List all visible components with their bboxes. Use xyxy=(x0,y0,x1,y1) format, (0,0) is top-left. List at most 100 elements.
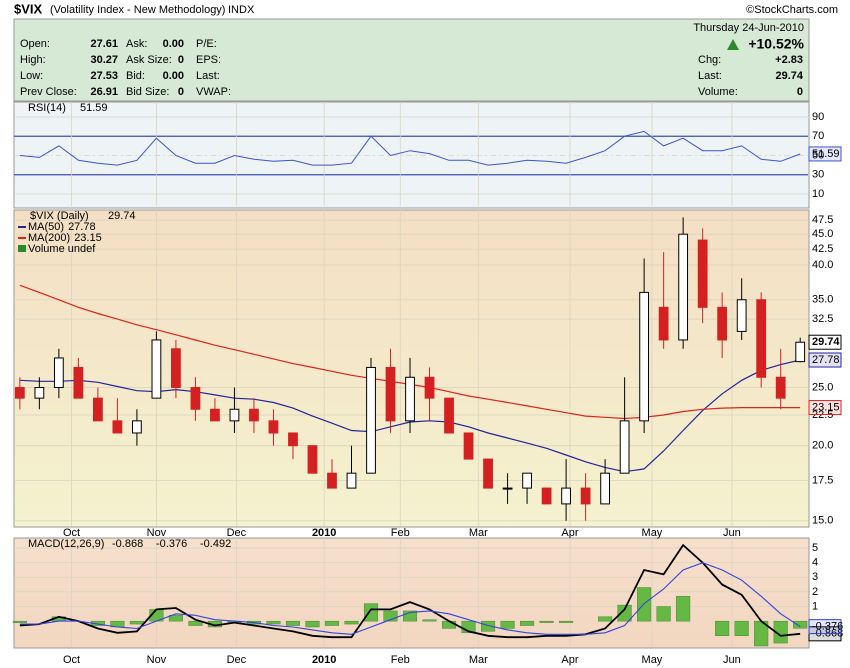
histogram-bar xyxy=(500,620,515,629)
stat-value: +2.83 xyxy=(775,54,803,66)
candle-body xyxy=(229,408,240,422)
y-tick-label: 5 xyxy=(812,542,818,554)
series-line xyxy=(19,130,801,166)
candle-body xyxy=(795,341,806,363)
candle-body xyxy=(171,348,181,389)
x-tick-label: Oct xyxy=(63,654,80,666)
histogram-bar xyxy=(559,620,574,623)
x-tick-label: Apr xyxy=(561,527,578,539)
histogram-bar xyxy=(324,620,340,626)
stat-label: Open: xyxy=(20,38,50,50)
candle-body xyxy=(385,366,396,422)
stat-value: 27.53 xyxy=(90,70,118,82)
candle-body xyxy=(151,339,162,399)
stat-label: Prev Close: xyxy=(20,86,77,98)
histogram-bar xyxy=(481,620,496,632)
x-tick-label: Oct xyxy=(63,527,80,539)
candle-body xyxy=(522,472,532,489)
candle-body xyxy=(190,387,201,410)
y-tick-label: 17.5 xyxy=(812,474,833,486)
histogram-bar xyxy=(168,615,183,622)
histogram-bar xyxy=(266,620,281,625)
y-tick-label: 20.0 xyxy=(812,440,833,452)
date: Thursday 24-Jun-2010 xyxy=(693,22,804,34)
legend-value: -0.376 xyxy=(156,538,187,550)
candle-body xyxy=(327,472,337,489)
up-arrow xyxy=(727,39,739,50)
last-value-box xyxy=(808,619,842,635)
legend-label: MA(200) xyxy=(28,232,70,244)
stat-value: 29.74 xyxy=(775,70,803,82)
last-value-box xyxy=(808,400,842,416)
histogram-bar xyxy=(285,620,301,626)
candle-body xyxy=(463,432,474,460)
stat-label: Chg: xyxy=(698,54,721,66)
series-line xyxy=(19,543,801,639)
histogram-bar xyxy=(422,619,437,622)
histogram-bar xyxy=(383,610,398,622)
legend-label: MA(50) xyxy=(28,221,64,233)
stat-label: Last: xyxy=(698,70,722,82)
histogram-bar xyxy=(734,620,749,636)
y-tick-label: 1 xyxy=(812,600,818,612)
last-value-label: 29.74 xyxy=(812,336,840,348)
legend-label: $VIX (Daily) xyxy=(30,210,89,222)
histogram-bar xyxy=(442,620,457,629)
y-tick-label: 3 xyxy=(812,571,818,583)
x-tick-label: Jun xyxy=(723,654,741,666)
x-tick-label: Jun xyxy=(723,527,741,539)
stat-label: Last: xyxy=(196,70,220,82)
last-value-label: -0.376 xyxy=(812,621,843,633)
y-tick-label: 10 xyxy=(812,188,824,200)
legend-label: RSI(14) xyxy=(28,102,66,114)
legend-swatch xyxy=(18,245,26,252)
subtitle: (Volatility Index - New Methodology) xyxy=(50,4,225,16)
histogram-bar xyxy=(129,620,144,625)
histogram-bar xyxy=(773,620,788,644)
histogram-bar xyxy=(402,610,418,622)
candle-body xyxy=(14,387,25,399)
price-panel xyxy=(13,209,810,528)
last-value-label: 27.78 xyxy=(812,354,840,366)
histogram-bar xyxy=(617,604,632,622)
x-tick-label: Mar xyxy=(469,654,488,666)
candle-body xyxy=(717,306,728,341)
candle-body xyxy=(541,487,552,505)
candle-body xyxy=(268,420,279,434)
x-tick-label: 2010 xyxy=(312,654,336,666)
histogram-bar xyxy=(539,620,554,623)
y-tick-label: 4 xyxy=(812,557,818,569)
candle-body xyxy=(405,376,415,422)
y-tick-label: 30 xyxy=(812,169,824,181)
y-tick-label: 32.5 xyxy=(812,313,833,325)
legend-value: 51.59 xyxy=(80,102,108,114)
y-tick-label: 40.0 xyxy=(812,259,833,271)
histogram-bar xyxy=(656,606,671,622)
histogram-bar xyxy=(598,616,613,622)
legend-label: Volume undef xyxy=(28,243,96,255)
histogram-bar xyxy=(520,620,535,626)
x-tick-label: 2010 xyxy=(312,527,336,539)
candle-body xyxy=(502,487,513,490)
stat-label: Volume: xyxy=(698,86,738,98)
candle-body xyxy=(697,239,708,308)
stat-label: Bid Size: xyxy=(126,86,169,98)
histogram-bar xyxy=(12,620,27,623)
x-tick-label: Mar xyxy=(469,527,488,539)
candle-body xyxy=(658,306,669,341)
legend-value: 23.15 xyxy=(74,232,102,244)
series-line xyxy=(19,562,801,635)
stat-label: Ask: xyxy=(126,38,147,50)
legend-label: MACD(12,26,9) xyxy=(28,538,104,550)
y-tick-label: 47.5 xyxy=(812,214,833,226)
x-tick-label: Dec xyxy=(227,527,247,539)
legend-value: 29.74 xyxy=(108,210,136,222)
stat-label: Ask Size: xyxy=(126,54,172,66)
candle-body xyxy=(307,445,318,474)
candle-body xyxy=(600,472,610,505)
x-tick-label: Dec xyxy=(227,654,247,666)
histogram-bar xyxy=(793,620,808,629)
histogram-bar xyxy=(188,620,203,626)
stat-value: 27.61 xyxy=(90,38,118,50)
